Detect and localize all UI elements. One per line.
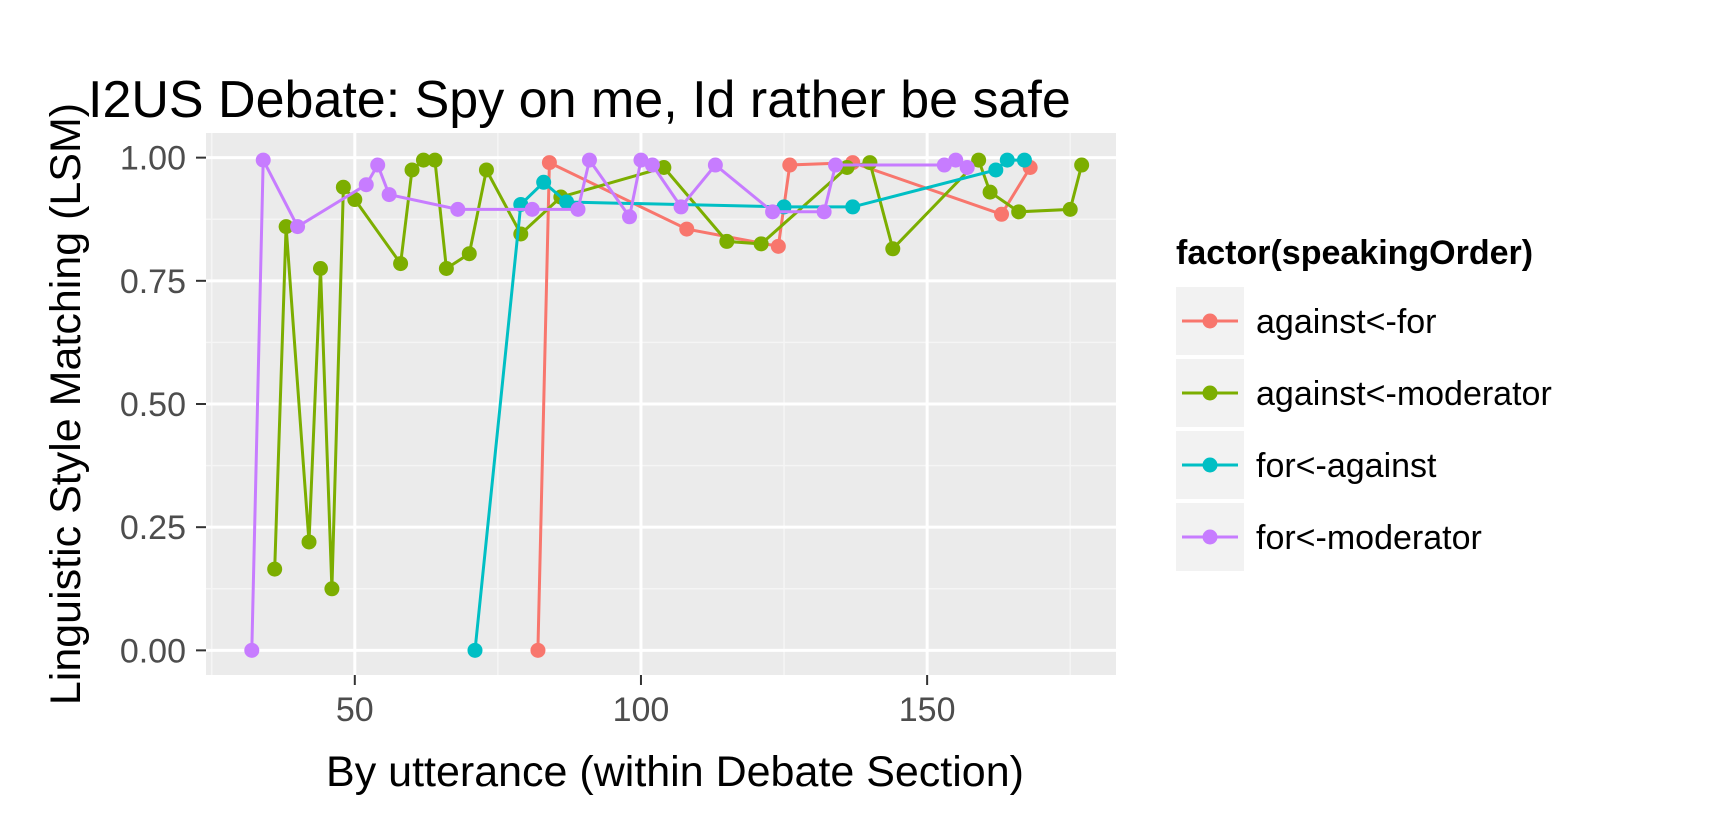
legend-label: for<-against — [1256, 447, 1437, 485]
data-point — [570, 201, 586, 217]
data-point — [816, 204, 832, 220]
legend: against<-for against<-moderator for<-again… — [1176, 287, 1552, 571]
data-point — [644, 157, 660, 173]
x-tick-label: 50 — [336, 691, 374, 729]
data-point — [673, 199, 689, 215]
legend-title: factor(speakingOrder) — [1176, 234, 1533, 272]
data-point — [530, 642, 546, 658]
data-point — [988, 162, 1004, 178]
data-point — [393, 256, 409, 272]
series-for-moderator — [244, 152, 975, 658]
data-point — [936, 157, 952, 173]
grid-major — [206, 133, 1116, 675]
series-layer — [244, 152, 1090, 658]
data-point — [845, 199, 861, 215]
data-point — [415, 152, 431, 168]
data-point — [719, 233, 735, 249]
series-against-moderator — [267, 152, 1090, 597]
data-point — [982, 184, 998, 200]
legend-key-point — [1202, 457, 1218, 473]
legend-key-point — [1202, 529, 1218, 545]
data-point — [358, 177, 374, 193]
data-point — [370, 157, 386, 173]
data-point — [450, 201, 466, 217]
legend-key-point — [1202, 313, 1218, 329]
y-tick-label: 0.00 — [120, 632, 186, 670]
data-point — [324, 581, 340, 597]
tick-labels: 50 100 150 0.00 0.25 0.50 0.75 1.00 — [120, 140, 956, 729]
data-point — [782, 157, 798, 173]
data-point — [971, 152, 987, 168]
data-point — [999, 152, 1015, 168]
data-point — [885, 241, 901, 257]
data-point — [244, 642, 260, 658]
data-point — [335, 179, 351, 195]
data-point — [438, 261, 454, 276]
data-point — [1074, 157, 1090, 173]
legend-key-point — [1202, 385, 1218, 401]
data-point — [427, 152, 443, 168]
data-point — [948, 152, 964, 168]
y-tick-label: 0.50 — [120, 386, 186, 424]
data-point — [656, 159, 672, 175]
data-point — [1016, 152, 1032, 168]
legend-item: for<-moderator — [1176, 503, 1482, 571]
x-axis-title: By utterance (within Debate Section) — [326, 748, 1024, 796]
data-point — [581, 152, 597, 168]
data-point — [312, 261, 328, 276]
y-tick-label: 1.00 — [120, 140, 186, 178]
data-point — [959, 159, 975, 175]
legend-item: for<-against — [1176, 431, 1437, 499]
legend-item: against<-moderator — [1176, 359, 1552, 427]
data-point — [828, 157, 844, 173]
y-tick-label: 0.25 — [120, 509, 186, 547]
data-point — [541, 155, 557, 171]
data-point — [536, 174, 552, 190]
legend-label: against<-moderator — [1256, 375, 1552, 413]
data-point — [679, 221, 695, 237]
axis-ticks — [196, 156, 929, 685]
data-point — [707, 157, 723, 173]
x-tick-label: 100 — [613, 691, 670, 729]
data-point — [467, 642, 483, 658]
legend-label: against<-for — [1256, 303, 1437, 341]
data-point — [347, 192, 363, 208]
data-point — [478, 162, 494, 178]
data-point — [255, 152, 271, 168]
y-tick-label: 0.75 — [120, 263, 186, 301]
data-point — [1011, 204, 1027, 220]
data-point — [770, 238, 786, 254]
x-tick-label: 150 — [899, 691, 956, 729]
data-point — [524, 201, 540, 217]
data-point — [461, 246, 477, 262]
data-point — [753, 236, 769, 252]
legend-label: for<-moderator — [1256, 519, 1482, 557]
data-point — [278, 219, 294, 235]
data-point — [267, 561, 283, 577]
y-axis-title: Linguistic Style Matching (LSM) — [42, 103, 90, 705]
legend-item: against<-for — [1176, 287, 1437, 355]
data-point — [765, 204, 781, 220]
data-point — [1062, 201, 1078, 217]
data-point — [994, 206, 1010, 222]
data-point — [559, 194, 575, 210]
data-point — [381, 187, 397, 203]
data-point — [862, 155, 878, 171]
data-point — [513, 226, 529, 242]
data-point — [290, 219, 306, 235]
data-point — [404, 162, 420, 178]
data-point — [633, 152, 649, 168]
data-point — [622, 209, 638, 225]
chart-title: I2US Debate: Spy on me, Id rather be saf… — [88, 71, 1071, 129]
data-point — [301, 534, 317, 550]
